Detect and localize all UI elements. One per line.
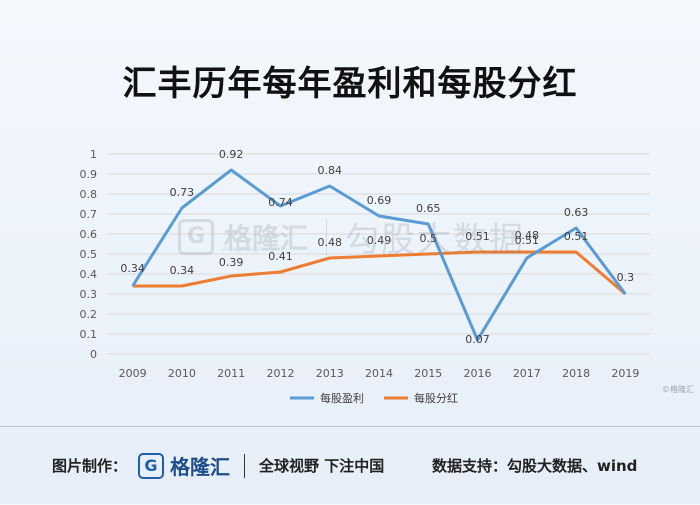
y-tick-label: 0.2 [80,308,98,321]
footer-logo-icon: G [138,452,164,479]
data-label: 0.39 [219,256,244,269]
data-label: 0.3 [617,271,635,284]
data-label: 0.41 [268,250,293,263]
data-label: 0.73 [170,186,195,199]
data-label: 0.5 [420,232,438,245]
data-label: 0.65 [416,202,441,215]
x-tick-label: 2010 [168,367,196,380]
x-tick-label: 2011 [217,367,245,380]
data-label: 0.63 [564,206,589,219]
footer-logo: G 格隆汇 全球视野 下注中国 [138,451,384,480]
y-tick-label: 0.8 [80,188,98,201]
x-tick-label: 2012 [266,367,294,380]
y-tick-label: 0.7 [80,208,98,221]
page-title: 汇丰历年每年盈利和每股分红 [122,64,578,104]
data-label: 0.51 [515,234,540,247]
footer-source: 数据支持：勾股大数据、wind [432,457,638,475]
data-label: 0.48 [317,236,342,249]
data-label: 0.49 [367,234,392,247]
x-tick-label: 2009 [119,367,147,380]
legend-label: 每股盈利 [320,391,364,405]
data-label: 0.48 [515,229,540,242]
watermark: G 格隆汇 www.gelonghui.com 勾股大数据 [178,212,525,261]
footer-brand: 格隆汇 [170,455,230,479]
y-tick-label: 0.6 [80,228,98,241]
watermark-logo-icon: G [178,218,214,255]
x-tick-label: 2016 [464,367,492,380]
y-tick-label: 0.1 [80,328,98,341]
data-label: 0.74 [268,196,293,209]
data-label: 0.34 [120,262,145,275]
y-tick-label: 1 [90,148,97,161]
y-tick-label: 0.9 [80,168,98,181]
y-tick-label: 0 [90,348,97,361]
y-tick-label: 0.4 [80,268,98,281]
footer: 图片制作： G 格隆汇 全球视野 下注中国 数据支持：勾股大数据、wind [0,426,700,505]
watermark-text: 勾股大数据 [345,220,526,260]
data-label: 0.51 [564,230,589,243]
legend-label: 每股分红 [414,391,458,405]
x-tick-label: 2019 [611,367,639,380]
data-label: 0.51 [465,230,490,243]
series-line-dps [132,250,627,296]
x-tick-label: 2015 [414,367,442,380]
data-label: 0.92 [219,148,244,161]
footer-slogan: 全球视野 下注中国 [259,457,385,475]
x-tick-label: 2018 [562,367,590,380]
footer-made-by: 图片制作： [52,457,128,475]
watermark-site: www.gelonghui.com [222,246,283,253]
x-tick-label: 2017 [513,367,541,380]
line-chart: 0 0.1 0.2 0.3 0.4 0.5 0.6 0.7 0.8 0.9 1 2009 2010 201… [80,148,650,405]
watermark-brand: 格隆汇 [224,221,309,255]
side-credit: ©格隆汇 [662,385,694,394]
x-tick-label: 2013 [316,367,344,380]
x-tick-label: 2014 [365,367,393,380]
data-label: 0.07 [465,333,490,346]
y-tick-label: 0.3 [80,288,98,301]
series-line-eps [131,168,627,342]
data-label: 0.69 [367,194,392,207]
y-tick-label: 0.5 [80,248,98,261]
data-label: 0.84 [317,164,342,177]
data-label: 0.34 [170,264,195,277]
